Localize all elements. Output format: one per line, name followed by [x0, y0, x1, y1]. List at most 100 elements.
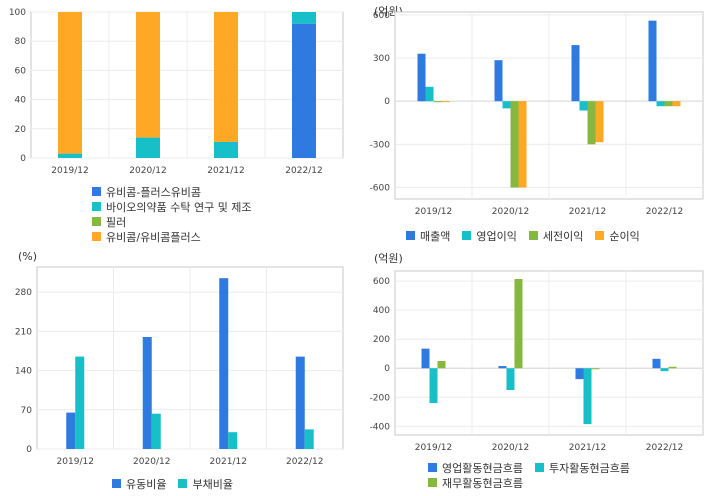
bar: [441, 101, 450, 103]
x-tick-label: 2021/12: [569, 443, 606, 453]
bar: [66, 412, 76, 449]
bar: [672, 101, 681, 107]
composition-plot: 0 20 40 60 80 100 2019/12 2020/12 2021/12 2022/12: [9, 8, 344, 176]
composition-legend: 유비콤-플러스유비콤 바이오의약품 수탁 연구 및 제조 필러 유비콤/유비콤플러스: [92, 184, 264, 244]
y-tick-label: 40: [15, 96, 27, 106]
bar: [142, 337, 152, 449]
bar: [502, 101, 511, 109]
legend-item[interactable]: 부채비율: [178, 476, 233, 492]
legend-item[interactable]: 세전이익: [528, 228, 583, 244]
legend-swatch: [92, 232, 101, 241]
bar: [510, 101, 519, 188]
x-tick-label: 2019/12: [415, 207, 452, 217]
bar: [429, 368, 438, 404]
legend-item[interactable]: 순이익: [595, 228, 640, 244]
x-tick-label: 2019/12: [415, 443, 452, 453]
ratio-unit-label: (%): [18, 250, 38, 263]
y-tick-label: 70: [21, 406, 33, 416]
legend-item[interactable]: 유동비율: [112, 476, 166, 492]
bar: [295, 356, 305, 449]
legend-swatch: [178, 479, 188, 488]
y-tick-label: 0: [384, 364, 390, 374]
bar: [506, 368, 515, 391]
x-tick-label: 2021/12: [569, 207, 606, 217]
legend-swatch: [92, 187, 101, 196]
legend-row: 바이오의약품 수탁 연구 및 제조: [92, 199, 264, 214]
legend-item[interactable]: 유비콤/유비콤플러스: [92, 229, 201, 245]
x-tick-label: 2020/12: [133, 457, 170, 467]
legend-label: 매출액: [420, 229, 451, 243]
cashflow-chart: (억원) 600 400 200 0 -200 -400 2019/12 2020/12 202…: [360, 248, 720, 496]
bar: [494, 60, 503, 102]
cashflow-plot: 600 400 200 0 -200 -400 2019/12 2020/12 2021/12 2…: [370, 270, 704, 453]
y-tick-label: 280: [15, 288, 32, 298]
bar: [417, 53, 426, 102]
y-tick-label: 80: [15, 37, 27, 47]
composition-chart: 0 20 40 60 80 100 2019/12 2020/12 2021/12 2022/12…: [0, 0, 360, 245]
bar: [656, 101, 665, 107]
bar: [660, 368, 669, 372]
legend-item[interactable]: 바이오의약품 수탁 연구 및 제조: [92, 199, 252, 215]
bar: [151, 413, 161, 449]
legend-swatch: [462, 231, 472, 240]
bar: [136, 12, 160, 138]
y-tick-label: -400: [370, 422, 391, 432]
y-tick-label: -600: [370, 183, 391, 193]
bar: [668, 366, 677, 369]
x-tick-label: 2020/12: [492, 207, 529, 217]
y-tick-label: 140: [15, 367, 32, 377]
legend-swatch: [406, 231, 415, 240]
y-tick-label: 600: [373, 277, 390, 287]
x-tick-label: 2022/12: [286, 457, 323, 467]
x-tick-label: 2020/12: [129, 166, 166, 176]
cashflow-unit-label: (억원): [374, 252, 403, 265]
legend-item[interactable]: 필러: [92, 214, 126, 230]
legend-swatch: [428, 478, 437, 487]
income-legend: 매출액 영업이익 세전이익 순이익: [406, 228, 652, 243]
x-tick-label: 2021/12: [207, 166, 244, 176]
y-tick-label: 300: [373, 54, 390, 64]
legend-item[interactable]: 매출액: [406, 228, 450, 244]
x-tick-label: 2019/12: [57, 457, 94, 467]
legend-item[interactable]: 유비콤-플러스유비콤: [92, 184, 201, 200]
bar: [595, 101, 604, 143]
bar: [425, 86, 434, 102]
bar: [571, 45, 580, 102]
bar: [228, 432, 238, 449]
bar: [579, 101, 588, 111]
y-tick-label: 600: [373, 11, 390, 21]
y-tick-label: 400: [373, 306, 390, 316]
legend-label: 필러: [106, 215, 127, 229]
legend-swatch: [92, 202, 101, 211]
x-tick-label: 2021/12: [210, 457, 247, 467]
y-tick-label: -300: [370, 140, 391, 150]
x-tick-label: 2022/12: [646, 207, 683, 217]
bar: [292, 23, 316, 159]
legend-item[interactable]: 영업이익: [462, 228, 517, 244]
bar: [498, 366, 507, 369]
legend-swatch: [528, 231, 538, 240]
legend-swatch: [428, 463, 437, 472]
legend-label: 순이익: [609, 229, 640, 243]
bar: [219, 278, 229, 449]
y-tick-label: 0: [26, 445, 32, 455]
legend-label: 바이오의약품 수탁 연구 및 제조: [106, 200, 252, 214]
y-tick-label: 200: [373, 335, 390, 345]
y-tick-label: 20: [15, 125, 27, 135]
legend-swatch: [112, 479, 121, 488]
legend-label: 유동비율: [126, 477, 167, 491]
income-plot: 600 300 0 -300 -600 2019/12 2020/12 2021/12 2022…: [370, 11, 704, 217]
legend-label: 영업이익: [476, 229, 517, 243]
legend-row: 유비콤/유비콤플러스: [92, 229, 264, 244]
x-tick-label: 2020/12: [492, 443, 529, 453]
y-tick-label: 60: [15, 66, 27, 76]
ratio-chart: (%) 0 70 140 210 280 2019/12 2020/12 2021/12 202…: [0, 248, 360, 496]
legend-item[interactable]: 영업활동현금흐름: [428, 460, 523, 476]
legend-item[interactable]: 투자활동현금흐름: [534, 460, 630, 476]
legend-row: 유동비율 부채비율: [112, 476, 245, 491]
legend-label: 재무활동현금흐름: [442, 476, 523, 490]
legend-label: 부채비율: [192, 477, 233, 491]
y-tick-label: -200: [370, 393, 391, 403]
bar: [214, 12, 238, 142]
legend-item[interactable]: 재무활동현금흐름: [428, 475, 523, 491]
